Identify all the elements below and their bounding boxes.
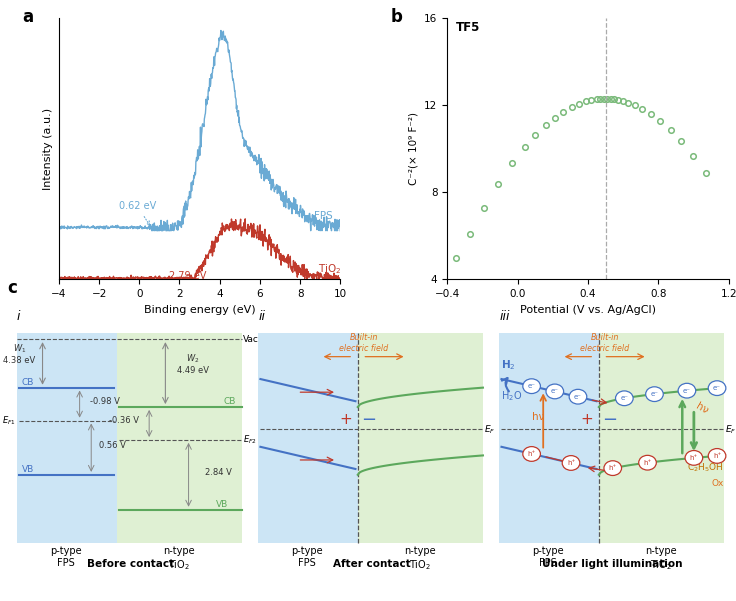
Text: h⁺: h⁺ — [643, 460, 651, 466]
Text: H$_2$O: H$_2$O — [501, 389, 523, 403]
Text: 2.79 eV: 2.79 eV — [169, 272, 207, 281]
Circle shape — [523, 379, 540, 394]
Text: iii: iii — [499, 310, 509, 323]
Bar — [599, 334, 724, 543]
Bar — [358, 334, 483, 543]
Circle shape — [615, 391, 633, 406]
Text: Before contact: Before contact — [87, 559, 174, 569]
Circle shape — [678, 383, 696, 398]
Bar — [17, 334, 117, 543]
Text: p-type
FPS: p-type FPS — [291, 546, 322, 568]
Y-axis label: Intensity (a.u.): Intensity (a.u.) — [43, 108, 53, 190]
Text: h⁺: h⁺ — [690, 455, 698, 461]
Text: $W_1$
4.38 eV: $W_1$ 4.38 eV — [3, 343, 35, 365]
Circle shape — [546, 384, 564, 399]
Circle shape — [569, 389, 587, 404]
Text: −: − — [602, 410, 617, 429]
Circle shape — [523, 447, 540, 462]
Text: h⁺: h⁺ — [567, 460, 575, 466]
Text: +: + — [581, 412, 594, 427]
X-axis label: Potential (V vs. Ag/AgCl): Potential (V vs. Ag/AgCl) — [520, 305, 656, 315]
Text: -0.36 V: -0.36 V — [109, 416, 138, 426]
Text: TF5: TF5 — [456, 21, 481, 34]
Bar — [117, 334, 242, 543]
Text: FPS: FPS — [314, 210, 333, 221]
Text: n-type
TiO$_2$: n-type TiO$_2$ — [163, 546, 195, 572]
Text: CB: CB — [21, 378, 34, 386]
Text: e⁻: e⁻ — [683, 388, 691, 394]
Text: e⁻: e⁻ — [551, 388, 559, 394]
Bar — [258, 334, 358, 543]
Text: C$_2$H$_5$OH: C$_2$H$_5$OH — [687, 462, 724, 474]
Text: VB: VB — [216, 500, 229, 508]
Circle shape — [562, 456, 580, 471]
Circle shape — [708, 381, 726, 395]
Text: Ox: Ox — [712, 480, 724, 489]
Text: c: c — [7, 279, 17, 297]
Text: p-type
FPS: p-type FPS — [50, 546, 82, 568]
Text: e⁻: e⁻ — [620, 395, 629, 401]
Text: VB: VB — [21, 465, 34, 474]
Circle shape — [685, 451, 703, 465]
Text: After contact: After contact — [333, 559, 411, 569]
Text: n-type
TiO$_2$: n-type TiO$_2$ — [645, 546, 677, 572]
Text: 0.56 V: 0.56 V — [99, 441, 126, 450]
Text: ii: ii — [258, 310, 265, 323]
Text: i: i — [17, 310, 21, 323]
Text: e⁻: e⁻ — [713, 385, 721, 391]
Text: H$_2$: H$_2$ — [501, 358, 516, 372]
Text: -0.98 V: -0.98 V — [91, 397, 120, 406]
Text: $W_2$
4.49 eV: $W_2$ 4.49 eV — [177, 352, 209, 375]
Text: Built-in
electric field: Built-in electric field — [339, 334, 388, 353]
Text: n-type
TiO$_2$: n-type TiO$_2$ — [405, 546, 436, 572]
Circle shape — [604, 461, 621, 475]
Text: hν: hν — [694, 401, 710, 416]
Text: e⁻: e⁻ — [528, 383, 536, 389]
Text: hν: hν — [531, 412, 544, 423]
Text: h⁺: h⁺ — [713, 453, 721, 459]
Text: $E_{F1}$: $E_{F1}$ — [2, 414, 16, 427]
Text: CB: CB — [223, 397, 236, 406]
Text: −: − — [361, 410, 376, 429]
Circle shape — [639, 456, 657, 470]
Bar — [499, 334, 599, 543]
Text: b: b — [391, 8, 403, 26]
Text: a: a — [22, 8, 33, 26]
X-axis label: Binding energy (eV): Binding energy (eV) — [144, 305, 255, 315]
Text: TiO$_2$: TiO$_2$ — [318, 262, 342, 276]
Text: 2.84 V: 2.84 V — [205, 468, 232, 477]
Text: Built-in
electric field: Built-in electric field — [580, 334, 629, 353]
Text: Under light illumination: Under light illumination — [542, 559, 683, 569]
Text: +: + — [340, 412, 353, 427]
Y-axis label: C⁻²(× 10⁹ F⁻²): C⁻²(× 10⁹ F⁻²) — [408, 112, 419, 185]
Text: 0.62 eV: 0.62 eV — [119, 201, 157, 225]
Text: p-type
FPS: p-type FPS — [532, 546, 564, 568]
Circle shape — [708, 448, 726, 463]
Text: $E_F$: $E_F$ — [484, 423, 495, 436]
Text: e⁻: e⁻ — [574, 394, 582, 400]
Text: $E_{F2}$: $E_{F2}$ — [243, 434, 257, 446]
Text: Vac: Vac — [243, 335, 259, 344]
Text: h⁺: h⁺ — [528, 451, 536, 457]
Text: $E_F$: $E_F$ — [725, 423, 736, 436]
Text: e⁻: e⁻ — [651, 391, 659, 397]
Text: h⁺: h⁺ — [609, 465, 617, 471]
Circle shape — [645, 387, 663, 401]
